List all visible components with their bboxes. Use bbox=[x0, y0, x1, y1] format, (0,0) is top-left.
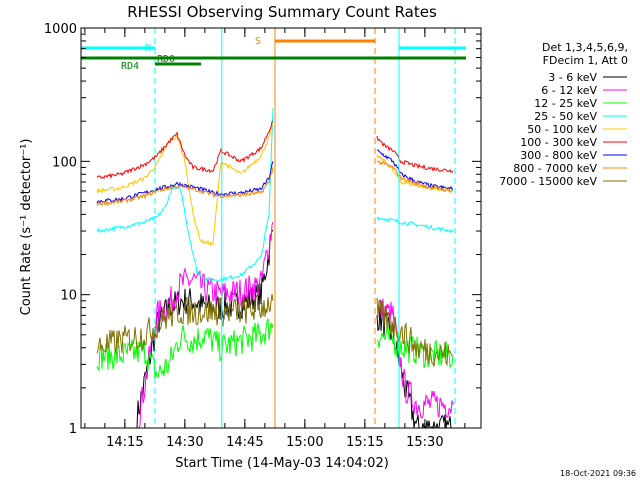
x-tick-label: 14:45 bbox=[226, 435, 263, 450]
series-line bbox=[96, 293, 274, 355]
series-line bbox=[376, 216, 454, 234]
legend-entry-label: 3 - 6 keV bbox=[548, 71, 597, 84]
series-line bbox=[376, 297, 454, 367]
x-axis-label: Start Time (14-May-03 14:04:02) bbox=[175, 456, 389, 471]
legend-entry-label: 100 - 300 keV bbox=[520, 136, 597, 149]
plot-frame bbox=[80, 27, 482, 429]
y-tick-label: 1000 bbox=[44, 22, 77, 37]
timestamp: 18-Oct-2021 09:36 bbox=[560, 469, 636, 478]
chart-title: RHESSI Observing Summary Count Rates bbox=[127, 3, 437, 21]
series-line bbox=[96, 123, 274, 247]
legend-entry-label: 6 - 12 keV bbox=[541, 84, 597, 97]
legend-entry-label: 7000 - 15000 keV bbox=[499, 175, 597, 188]
x-tick-label: 15:30 bbox=[406, 435, 443, 450]
series-line bbox=[137, 221, 274, 429]
series-line bbox=[96, 108, 274, 283]
y-tick-label: 1 bbox=[69, 422, 77, 437]
series-line bbox=[376, 135, 454, 173]
y-axis-label: Count Rate (s⁻¹ detector⁻¹) bbox=[19, 139, 34, 316]
series-line bbox=[376, 154, 454, 193]
legend-entry-label: 50 - 100 keV bbox=[527, 123, 597, 136]
annotation-s: S bbox=[255, 36, 261, 47]
annotation-rd0: RD0 bbox=[157, 54, 175, 65]
y-tick-label: 10 bbox=[60, 289, 77, 304]
plot-area: N RD0 RD4 S bbox=[81, 28, 466, 430]
legend-header: Det 1,3,4,5,6,9, bbox=[542, 41, 628, 54]
x-tick-label: 14:30 bbox=[166, 435, 203, 450]
legend-entry-label: 800 - 7000 keV bbox=[513, 162, 597, 175]
legend-entry-label: 300 - 800 keV bbox=[520, 149, 597, 162]
legend-header: FDecim 1, Att 0 bbox=[543, 54, 628, 67]
series-line bbox=[376, 324, 454, 369]
legend-entry-label: 25 - 50 keV bbox=[534, 110, 597, 123]
x-tick-label: 14:15 bbox=[106, 435, 143, 450]
annotation-n: N bbox=[145, 43, 151, 54]
axes: 1 10 100 1000 14:15 14:30 14:45 15:00 15:15 15:30 bbox=[44, 22, 481, 450]
x-tick-label: 15:00 bbox=[286, 435, 323, 450]
series-line bbox=[96, 167, 274, 207]
y-tick-label: 100 bbox=[52, 155, 77, 170]
series-line bbox=[96, 318, 274, 380]
series-line bbox=[96, 120, 274, 180]
legend: Det 1,3,4,5,6,9,FDecim 1, Att 0 3 - 6 keV… bbox=[499, 41, 628, 188]
legend-entry-label: 12 - 25 keV bbox=[534, 97, 597, 110]
x-tick-label: 15:15 bbox=[346, 435, 383, 450]
series-line bbox=[376, 160, 454, 193]
annotation-rd4: RD4 bbox=[121, 61, 139, 72]
